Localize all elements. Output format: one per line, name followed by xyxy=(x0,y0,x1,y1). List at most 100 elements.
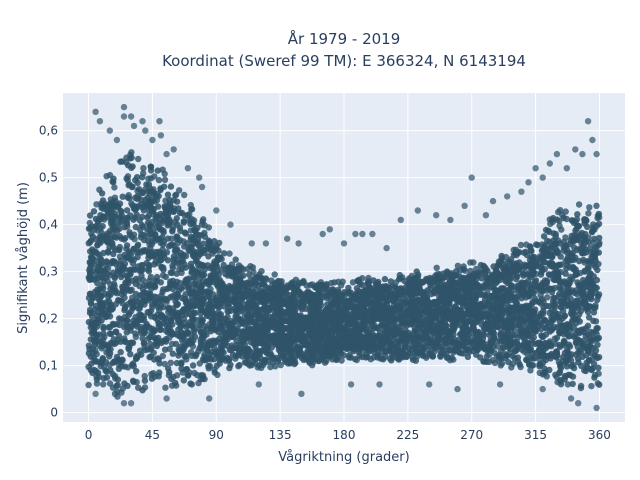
data-point xyxy=(122,279,129,286)
data-point xyxy=(498,347,505,355)
data-point xyxy=(411,327,418,335)
data-point xyxy=(122,234,129,242)
data-point xyxy=(543,373,550,380)
data-point xyxy=(211,238,218,245)
data-point xyxy=(587,293,595,300)
data-point xyxy=(124,382,131,390)
data-point xyxy=(233,316,240,323)
data-point xyxy=(259,280,267,287)
data-point xyxy=(484,307,492,314)
data-point xyxy=(442,321,449,328)
data-point xyxy=(133,211,140,218)
data-point xyxy=(108,330,115,338)
data-point xyxy=(314,329,322,336)
data-point xyxy=(169,350,176,357)
data-point xyxy=(220,261,227,269)
data-point xyxy=(185,275,193,282)
data-point xyxy=(563,292,571,299)
data-point xyxy=(587,328,594,336)
data-point xyxy=(529,350,537,357)
data-point xyxy=(171,205,178,212)
data-point xyxy=(151,356,158,363)
data-point xyxy=(545,271,553,278)
data-point xyxy=(387,278,394,285)
data-point xyxy=(434,303,441,310)
data-point xyxy=(564,381,572,388)
data-point xyxy=(457,310,464,318)
data-point xyxy=(90,208,98,215)
data-point xyxy=(101,364,108,371)
data-point xyxy=(136,217,143,224)
data-point xyxy=(133,378,140,386)
data-point xyxy=(542,324,549,332)
data-point xyxy=(562,243,569,250)
data-point xyxy=(99,197,107,204)
data-point xyxy=(595,364,602,371)
data-point xyxy=(594,380,601,387)
data-point xyxy=(137,226,144,234)
data-point xyxy=(493,288,501,295)
data-point xyxy=(536,298,543,305)
data-point xyxy=(405,309,412,316)
data-point xyxy=(227,361,234,368)
data-point xyxy=(478,313,485,320)
data-point xyxy=(140,170,147,177)
data-point xyxy=(589,286,596,293)
data-point xyxy=(557,253,564,260)
data-point xyxy=(94,291,101,298)
data-point xyxy=(100,381,107,388)
data-point xyxy=(126,324,134,331)
data-point xyxy=(569,263,577,271)
data-point xyxy=(188,381,196,388)
data-point xyxy=(174,260,182,267)
data-point xyxy=(345,303,353,310)
data-point xyxy=(183,356,190,363)
data-point xyxy=(90,327,98,334)
data-point xyxy=(537,292,544,299)
data-point xyxy=(574,305,582,312)
data-point xyxy=(155,319,162,327)
data-point xyxy=(128,200,135,207)
data-point xyxy=(550,230,557,237)
data-point xyxy=(180,335,188,342)
data-point xyxy=(155,260,162,267)
data-point xyxy=(123,207,131,214)
data-point xyxy=(409,343,416,350)
data-point xyxy=(134,179,141,186)
data-point xyxy=(583,352,590,359)
data-point xyxy=(592,263,599,270)
data-point xyxy=(141,329,148,336)
data-point xyxy=(457,350,465,357)
data-point xyxy=(232,355,239,362)
data-point xyxy=(470,325,477,332)
data-point xyxy=(575,201,583,208)
data-point xyxy=(238,338,245,345)
data-point xyxy=(574,343,581,350)
data-point xyxy=(510,246,517,254)
data-point xyxy=(172,218,179,225)
data-point xyxy=(173,270,180,277)
data-point xyxy=(556,217,563,224)
data-point xyxy=(424,287,431,294)
data-point xyxy=(405,329,412,336)
data-point xyxy=(247,307,254,314)
data-point xyxy=(569,332,576,340)
data-point xyxy=(438,316,445,324)
data-point xyxy=(321,359,329,366)
data-point xyxy=(508,319,515,326)
data-point xyxy=(168,269,176,277)
data-point xyxy=(127,351,134,358)
data-point xyxy=(552,314,559,321)
data-point xyxy=(572,298,579,305)
data-point xyxy=(533,241,540,248)
data-points xyxy=(85,103,603,412)
data-point xyxy=(538,241,546,248)
data-point xyxy=(555,293,562,300)
data-point xyxy=(160,183,168,190)
data-point xyxy=(154,167,161,174)
data-point xyxy=(562,234,569,241)
data-point xyxy=(173,233,180,240)
data-point xyxy=(158,219,166,227)
data-point xyxy=(543,237,551,244)
